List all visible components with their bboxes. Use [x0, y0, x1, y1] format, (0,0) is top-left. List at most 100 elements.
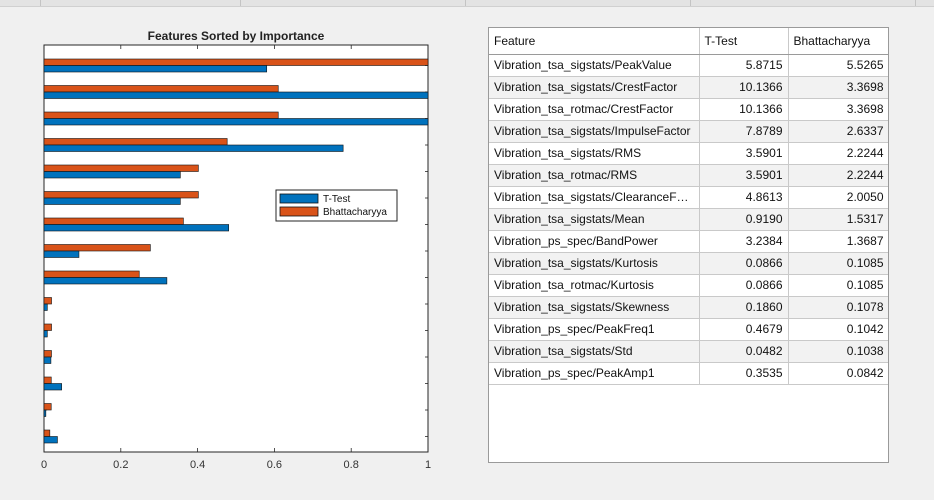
cell-ttest: 0.0482 — [699, 340, 789, 363]
cell-bhattacharyya: 2.2244 — [788, 142, 888, 165]
tab-separator — [240, 0, 241, 6]
table-row[interactable]: Vibration_tsa_rotmac/CrestFactor 10.1366 3… — [489, 98, 888, 121]
cell-feature: Vibration_ps_spec/PeakAmp1 — [489, 362, 700, 385]
x-tick-label: 0.6 — [267, 459, 282, 471]
bar-ttest — [43, 277, 168, 285]
bar-bhattacharyya — [43, 403, 52, 411]
tab-separator — [40, 0, 41, 6]
cell-feature: Vibration_ps_spec/PeakFreq1 — [489, 318, 700, 341]
bar-ttest — [43, 118, 429, 126]
legend-swatch-bhattacharyya — [279, 206, 319, 217]
table-row[interactable]: Vibration_tsa_sigstats/CrestFactor 10.136… — [489, 76, 888, 99]
cell-bhattacharyya: 3.3698 — [788, 76, 888, 99]
cell-bhattacharyya: 0.1042 — [788, 318, 888, 341]
bar-ttest — [43, 144, 344, 152]
legend-label-ttest: T-Test — [323, 194, 350, 205]
table-row[interactable]: Vibration_tsa_rotmac/RMS 3.5901 2.2244 — [489, 164, 888, 187]
table-row[interactable]: Vibration_ps_spec/BandPower 3.2384 1.3687 — [489, 230, 888, 253]
table-row[interactable]: Vibration_ps_spec/PeakAmp1 0.3535 0.0842 — [489, 362, 888, 385]
cell-ttest: 3.5901 — [699, 142, 789, 165]
bar-ttest — [43, 250, 80, 258]
cell-bhattacharyya: 0.1038 — [788, 340, 888, 363]
legend[interactable]: T-Test Bhattacharyya — [275, 189, 398, 222]
bar-ttest — [43, 65, 268, 73]
cell-ttest: 0.0866 — [699, 274, 789, 297]
chart-title: Features Sorted by Importance — [147, 29, 325, 43]
bar-bhattacharyya — [43, 164, 199, 172]
bar-ttest — [43, 436, 58, 444]
cell-bhattacharyya: 0.0842 — [788, 362, 888, 385]
cell-ttest: 5.8715 — [699, 54, 789, 77]
column-header-feature[interactable]: Feature — [489, 28, 700, 55]
bar-bhattacharyya — [43, 297, 52, 305]
cell-bhattacharyya: 0.1085 — [788, 274, 888, 297]
legend-label-bhattacharyya: Bhattacharyya — [323, 207, 387, 218]
bar-bhattacharyya — [43, 111, 279, 119]
cell-ttest: 0.3535 — [699, 362, 789, 385]
table-row[interactable]: Vibration_tsa_sigstats/Skewness 0.1860 0.1… — [489, 296, 888, 319]
cell-bhattacharyya: 1.3687 — [788, 230, 888, 253]
column-header-bhattacharyya[interactable]: Bhattacharyya — [788, 28, 888, 55]
cell-feature: Vibration_tsa_sigstats/RMS — [489, 142, 700, 165]
y-ticks-group — [44, 65, 428, 437]
bar-ttest — [43, 330, 48, 338]
bar-bhattacharyya — [43, 323, 52, 331]
cell-feature: Vibration_tsa_sigstats/ImpulseFactor — [489, 120, 700, 143]
cell-ttest: 4.8613 — [699, 186, 789, 209]
cell-bhattacharyya: 2.2244 — [788, 164, 888, 187]
cell-ttest: 0.9190 — [699, 208, 789, 231]
chart-panel: Features Sorted by Importance 0 0.2 0.4 0.6… — [0, 7, 470, 500]
bar-bhattacharyya — [43, 429, 51, 437]
bar-bhattacharyya — [43, 85, 279, 93]
bar-bhattacharyya — [43, 217, 184, 225]
bar-bhattacharyya — [43, 376, 52, 384]
table-header-row: Feature T-Test Bhattacharyya — [489, 28, 888, 55]
cell-feature: Vibration_tsa_sigstats/Skewness — [489, 296, 700, 319]
table-body: Vibration_tsa_sigstats/PeakValue 5.8715 5.… — [489, 54, 888, 385]
table-row[interactable]: Vibration_tsa_sigstats/ImpulseFactor 7.87… — [489, 120, 888, 143]
cell-bhattacharyya: 2.0050 — [788, 186, 888, 209]
bar-bhattacharyya — [43, 58, 429, 66]
bar-bhattacharyya — [43, 270, 140, 278]
table-row[interactable]: Vibration_tsa_sigstats/PeakValue 5.8715 5.… — [489, 54, 888, 77]
cell-feature: Vibration_tsa_sigstats/ClearanceFa… — [489, 186, 700, 209]
cell-feature: Vibration_ps_spec/BandPower — [489, 230, 700, 253]
feature-importance-chart[interactable]: 0 0.2 0.4 0.6 0.8 1 T-Test Bhattacharyya — [0, 7, 470, 500]
table-row[interactable]: Vibration_tsa_sigstats/Std 0.0482 0.1038 — [489, 340, 888, 363]
bar-ttest — [43, 303, 48, 311]
cell-feature: Vibration_tsa_sigstats/Std — [489, 340, 700, 363]
bar-ttest — [43, 91, 429, 99]
cell-ttest: 0.0866 — [699, 252, 789, 275]
cell-feature: Vibration_tsa_sigstats/CrestFactor — [489, 76, 700, 99]
bar-ttest — [43, 197, 181, 205]
cell-feature: Vibration_tsa_sigstats/PeakValue — [489, 54, 700, 77]
table-row[interactable]: Vibration_tsa_sigstats/RMS 3.5901 2.2244 — [489, 142, 888, 165]
bar-ttest — [43, 171, 181, 179]
table-row[interactable]: Vibration_tsa_sigstats/Kurtosis 0.0866 0.1… — [489, 252, 888, 275]
feature-table-panel[interactable]: Feature T-Test Bhattacharyya Vibration_t… — [488, 27, 889, 463]
cell-feature: Vibration_tsa_rotmac/CrestFactor — [489, 98, 700, 121]
tab-separator — [465, 0, 466, 6]
bar-bhattacharyya — [43, 191, 199, 199]
bar-ttest — [43, 224, 230, 232]
cell-bhattacharyya: 0.1078 — [788, 296, 888, 319]
bar-ttest — [43, 409, 47, 417]
cell-ttest: 3.5901 — [699, 164, 789, 187]
table-row[interactable]: Vibration_tsa_rotmac/Kurtosis 0.0866 0.108… — [489, 274, 888, 297]
cell-feature: Vibration_tsa_rotmac/RMS — [489, 164, 700, 187]
cell-feature: Vibration_tsa_rotmac/Kurtosis — [489, 274, 700, 297]
cell-bhattacharyya: 3.3698 — [788, 98, 888, 121]
table-row[interactable]: Vibration_ps_spec/PeakFreq1 0.4679 0.1042 — [489, 318, 888, 341]
legend-swatch-ttest — [279, 193, 319, 204]
bar-bhattacharyya — [43, 138, 228, 146]
bar-ttest — [43, 383, 62, 391]
cell-bhattacharyya: 0.1085 — [788, 252, 888, 275]
x-ticks-group: 0 0.2 0.4 0.6 0.8 1 — [41, 45, 431, 471]
tab-strip — [0, 0, 934, 7]
column-header-ttest[interactable]: T-Test — [699, 28, 789, 55]
table-row[interactable]: Vibration_tsa_sigstats/Mean 0.9190 1.5317 — [489, 208, 888, 231]
cell-ttest: 0.1860 — [699, 296, 789, 319]
table-row[interactable]: Vibration_tsa_sigstats/ClearanceFa… 4.861… — [489, 186, 888, 209]
x-tick-label: 0.8 — [344, 459, 359, 471]
bar-bhattacharyya — [43, 350, 52, 358]
